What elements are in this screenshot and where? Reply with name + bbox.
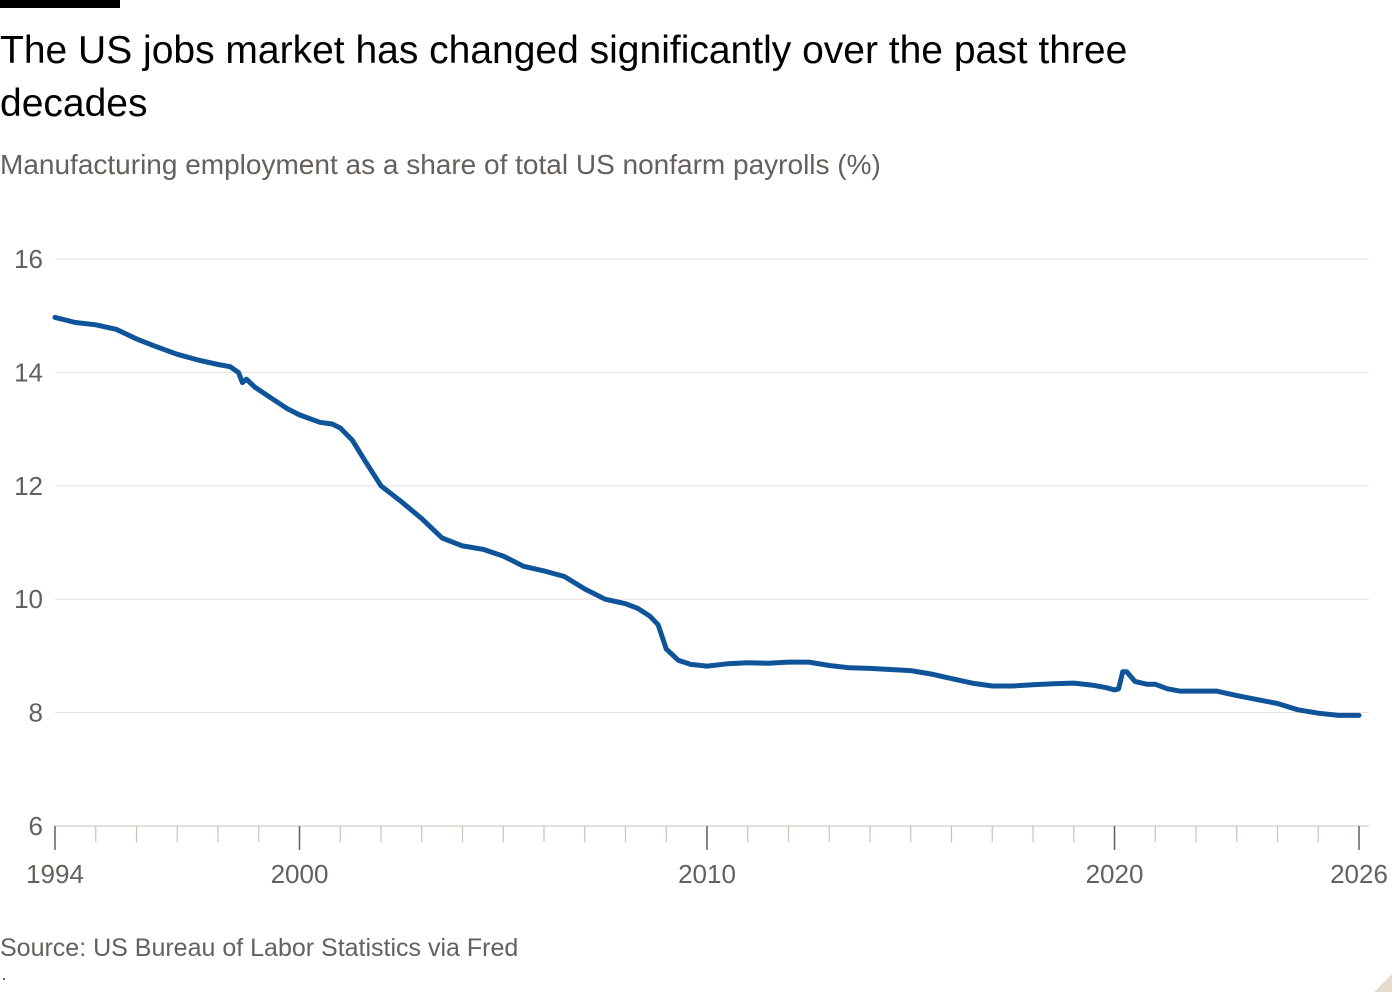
y-tick-label: 16	[14, 244, 43, 274]
footnote-dot	[3, 978, 5, 980]
chart-subtitle: Manufacturing employment as a share of t…	[0, 149, 881, 180]
corner-triangle-icon	[1374, 974, 1392, 992]
y-tick-label: 14	[14, 357, 43, 387]
source-note: Source: US Bureau of Labor Statistics vi…	[0, 934, 519, 962]
x-tick-label: 2010	[678, 859, 736, 889]
x-tick-label: 2020	[1086, 859, 1144, 889]
y-tick-label: 10	[14, 584, 43, 614]
x-tick-label: 2000	[271, 859, 329, 889]
x-tick-label: 1994	[26, 859, 84, 889]
grid-layer	[55, 258, 1369, 827]
x-axis: 1994 2000 2010 2020 2026	[26, 826, 1388, 889]
brand-bar	[0, 0, 120, 8]
y-tick-label: 8	[29, 698, 43, 728]
chart-title: The US jobs market has changed significa…	[0, 29, 1128, 125]
y-axis: 6 8 10 12 14 16	[14, 244, 43, 841]
y-tick-label: 6	[29, 811, 43, 841]
series-layer	[52, 314, 1362, 718]
y-tick-label: 12	[14, 471, 43, 501]
series-line-0	[52, 314, 1362, 718]
x-tick-label: 2026	[1330, 859, 1388, 889]
